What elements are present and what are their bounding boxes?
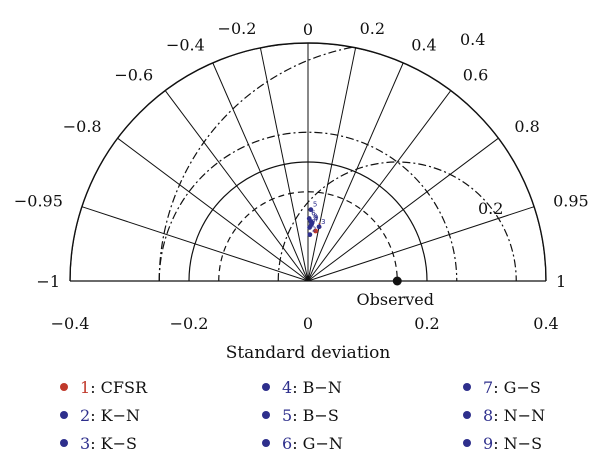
correlation-tick-label: −0.2 [218, 19, 257, 38]
outer-arc [69, 42, 547, 282]
legend-number: 5 [282, 406, 293, 425]
data-point [307, 225, 313, 230]
data-point [313, 228, 318, 234]
correlation-tick-label: −0.95 [14, 191, 63, 210]
data-point [308, 207, 314, 213]
legend-item: 4: B−N [262, 378, 342, 397]
data-point-label: 6 [311, 210, 316, 218]
x-tick-label: 0.2 [414, 314, 439, 333]
legend-marker [463, 382, 471, 391]
legend-text: : K−S [90, 434, 137, 453]
legend-text: : G−S [493, 378, 541, 397]
legend-number: 2 [80, 406, 91, 425]
correlation-ray [81, 206, 309, 282]
legend-item: 1: CFSR [60, 378, 147, 397]
legend: 1: CFSR 2: K−N 3: K−S 4: B−N 5: B−S 6: G−N 7: … [0, 372, 600, 472]
legend-text: : B−N [292, 378, 342, 397]
legend-marker [262, 438, 270, 447]
correlation-ray [307, 47, 357, 282]
legend-marker [262, 410, 270, 419]
correlation-ray [307, 206, 535, 282]
correlation-tick-label: 0.6 [463, 66, 488, 85]
data-point-label: 8 [313, 213, 317, 221]
data-point [316, 224, 322, 230]
legend-item: 8: N−N [463, 406, 545, 425]
correlation-tick-label: −0.6 [114, 66, 153, 85]
legend-text: : N−S [493, 434, 543, 453]
correlation-ray [307, 90, 452, 282]
correlation-tick-label: −1 [36, 272, 60, 291]
legend-number: 3 [80, 434, 91, 453]
observed-label: Observed [357, 290, 434, 309]
legend-number: 7 [483, 378, 494, 397]
legend-marker [463, 410, 471, 419]
correlation-ray [117, 137, 309, 282]
x-tick-label: 0 [303, 314, 313, 333]
correlation-tick-label: 0.4 [411, 36, 436, 55]
legend-marker [262, 382, 270, 391]
data-point-label: 2 [312, 226, 316, 234]
rmsd-label: 0.4 [460, 30, 485, 49]
legend-marker [463, 438, 471, 447]
legend-text: : CFSR [90, 378, 148, 397]
correlation-ray [307, 62, 404, 282]
observed-point [392, 276, 402, 286]
x-axis-title: Standard deviation [226, 343, 391, 363]
correlation-tick-label: 0 [303, 20, 313, 39]
legend-marker [60, 382, 68, 391]
correlation-ray [259, 47, 309, 282]
legend-item: 2: K−N [60, 406, 140, 425]
correlation-ray [307, 137, 499, 282]
data-point-label: 5 [313, 201, 317, 209]
data-point [309, 220, 315, 226]
data-point [307, 232, 313, 238]
rmsd-label: 0.2 [478, 199, 503, 218]
correlation-tick-label: −0.8 [63, 117, 102, 136]
data-point-label: 3 [321, 218, 325, 226]
data-point-label: 9 [314, 214, 318, 222]
legend-item: 7: G−S [463, 378, 541, 397]
correlation-tick-label: 1 [556, 272, 566, 291]
data-points-group: 123456789 [306, 201, 402, 286]
correlation-ray [212, 62, 309, 282]
legend-item: 3: K−S [60, 434, 137, 453]
taylor-diagram: −1 −0.95 −0.8 −0.6 −0.4 −0.2 0 0.2 0.4 0.6 0.8 0.95… [14, 19, 589, 363]
std-circle-dashed [218, 191, 398, 281]
legend-item: 5: B−S [262, 406, 339, 425]
correlation-tick-label: 0.8 [514, 117, 539, 136]
legend-item: 6: G−N [262, 434, 343, 453]
tick-labels-group: −1 −0.95 −0.8 −0.6 −0.4 −0.2 0 0.2 0.4 0.6 0.8 0.95… [14, 19, 589, 333]
legend-item: 9: N−S [463, 434, 542, 453]
legend-number: 1 [80, 378, 91, 397]
std-circle-dashdot [158, 131, 458, 281]
legend-number: 8 [483, 406, 494, 425]
x-tick-label: −0.2 [170, 314, 209, 333]
correlation-tick-label: 0.95 [553, 191, 589, 210]
legend-text: : N−N [493, 406, 546, 425]
legend-number: 6 [282, 434, 293, 453]
correlation-tick-label: 0.2 [360, 19, 385, 38]
data-point-label: 4 [313, 216, 318, 224]
correlation-ray [164, 90, 309, 282]
x-tick-label: −0.4 [51, 314, 90, 333]
legend-number: 4 [282, 378, 293, 397]
x-tick-label: 0.4 [533, 314, 558, 333]
legend-marker [60, 410, 68, 419]
legend-text: : B−S [292, 406, 339, 425]
legend-marker [60, 438, 68, 447]
rmsd-circle [158, 43, 546, 281]
correlation-tick-label: −0.4 [166, 36, 205, 55]
legend-text: : K−N [90, 406, 141, 425]
legend-text: : G−N [292, 434, 343, 453]
legend-number: 9 [483, 434, 494, 453]
